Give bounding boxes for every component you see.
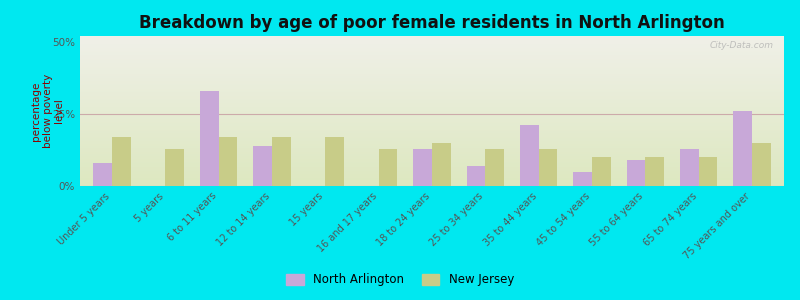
Bar (698, 157, 718, 186)
Bar (626, 160, 646, 186)
Bar (378, 148, 398, 186)
Title: Breakdown by age of poor female residents in North Arlington: Breakdown by age of poor female resident… (139, 14, 725, 32)
Bar (734, 111, 752, 186)
Bar (218, 137, 238, 186)
Bar (592, 157, 610, 186)
Text: City-Data.com: City-Data.com (710, 40, 774, 50)
Bar (520, 125, 538, 186)
Bar (326, 137, 344, 186)
Bar (166, 148, 184, 186)
Bar (94, 163, 112, 186)
Bar (112, 137, 130, 186)
Bar (574, 172, 592, 186)
Bar (200, 91, 218, 186)
Bar (466, 166, 486, 186)
Y-axis label: percentage
below poverty
level: percentage below poverty level (31, 74, 65, 148)
Bar (254, 146, 272, 186)
Bar (272, 137, 290, 186)
Bar (486, 148, 504, 186)
Bar (414, 148, 432, 186)
Bar (646, 157, 664, 186)
Bar (538, 148, 558, 186)
Bar (432, 143, 450, 186)
Bar (752, 143, 770, 186)
Legend: North Arlington, New Jersey: North Arlington, New Jersey (281, 269, 519, 291)
Bar (680, 148, 698, 186)
